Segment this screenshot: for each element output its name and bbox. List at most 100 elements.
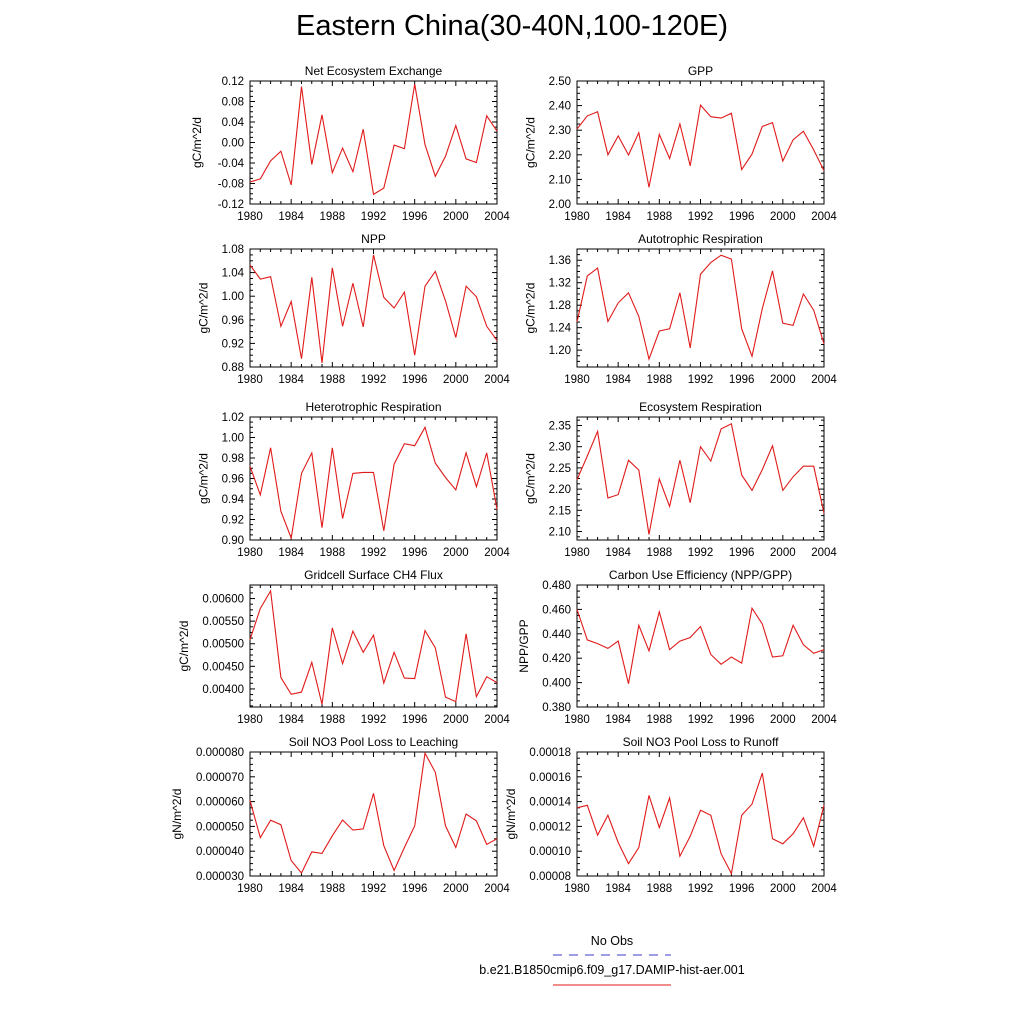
x-tick-label: 1996	[729, 714, 755, 726]
y-axis-label: gN/m^2/d	[504, 789, 518, 840]
y-axis-label: gC/m^2/d	[177, 621, 191, 672]
x-tick-label: 1984	[605, 374, 631, 386]
y-tick-label: 0.92	[222, 515, 244, 527]
x-tick-label: 1992	[688, 883, 714, 895]
y-tick-label: 1.32	[549, 278, 571, 290]
y-tick-label: 0.12	[222, 76, 244, 88]
x-tick-label: 1980	[564, 374, 590, 386]
y-tick-label: 2.20	[549, 150, 571, 162]
plot-frame	[249, 751, 498, 877]
y-tick-label: 1.08	[222, 244, 244, 256]
y-tick-label: 0.00550	[202, 616, 244, 628]
y-tick-label: 0.00018	[529, 747, 571, 759]
x-tick-label: 1980	[237, 211, 263, 223]
x-tick-label: 1992	[361, 714, 387, 726]
plot-frame	[576, 248, 825, 368]
y-tick-label: 0.90	[222, 535, 244, 547]
x-tick-label: 2004	[811, 374, 837, 386]
plot-frame	[249, 416, 498, 541]
series-line	[249, 751, 498, 875]
x-tick-label: 2004	[811, 547, 837, 559]
x-tick-label: 1984	[605, 211, 631, 223]
series-line	[249, 425, 498, 541]
y-tick-label: -0.08	[218, 179, 244, 191]
panel-title: Heterotrophic Respiration	[305, 400, 441, 414]
y-tick-label: 2.10	[549, 174, 571, 186]
y-tick-label: 2.35	[549, 420, 571, 432]
y-tick-label: 0.00008	[529, 871, 571, 883]
x-tick-label: 1988	[647, 547, 673, 559]
x-tick-label: 1988	[320, 883, 346, 895]
y-tick-label: 2.15	[549, 505, 571, 517]
x-tick-label: 2000	[443, 714, 469, 726]
y-axis-label: NPP/GPP	[517, 619, 531, 672]
y-tick-label: 0.00010	[529, 846, 571, 858]
x-tick-label: 2004	[484, 211, 510, 223]
x-tick-label: 1980	[564, 211, 590, 223]
x-tick-label: 1992	[688, 714, 714, 726]
x-tick-label: 1996	[402, 374, 428, 386]
x-tick-label: 1988	[647, 374, 673, 386]
y-tick-label: 0.000050	[196, 821, 244, 833]
x-tick-label: 1992	[361, 547, 387, 559]
y-tick-label: 0.480	[542, 580, 571, 592]
y-axis-label: gC/m^2/d	[190, 117, 204, 168]
y-tick-label: 0.440	[542, 629, 571, 641]
x-tick-label: 1992	[688, 547, 714, 559]
x-tick-label: 2004	[811, 883, 837, 895]
legend-label-no-obs: No Obs	[591, 934, 633, 948]
x-tick-label: 1996	[402, 714, 428, 726]
x-tick-label: 1996	[402, 883, 428, 895]
x-tick-label: 1988	[647, 211, 673, 223]
y-tick-label: 0.88	[222, 362, 244, 374]
y-tick-label: 1.20	[549, 345, 571, 357]
chart-panel: Net Ecosystem Exchange 1980 1984 1988 1992 19…	[190, 64, 510, 223]
x-tick-label: 1980	[237, 714, 263, 726]
chart-panel: Heterotrophic Respiration 1980 1984 1988 199…	[197, 400, 511, 559]
y-tick-label: 0.96	[222, 315, 244, 327]
x-tick-label: 1980	[564, 883, 590, 895]
y-tick-label: 1.24	[549, 323, 572, 335]
chart-panel: Soil NO3 Pool Loss to Leaching 1980 1984 19…	[170, 735, 510, 895]
chart-panel: NPP 1980 1984 1988 1992 1996 2000 2004 0.88 0.92 0…	[197, 232, 511, 386]
x-tick-label: 1980	[237, 374, 263, 386]
plot-frame	[249, 248, 498, 368]
x-tick-label: 1980	[564, 547, 590, 559]
x-tick-label: 2000	[770, 714, 796, 726]
y-axis-label: gN/m^2/d	[170, 789, 184, 840]
x-tick-label: 2000	[443, 374, 469, 386]
x-tick-label: 1988	[320, 211, 346, 223]
chart-panel: Autotrophic Respiration 1980 1984 1988 1992 1…	[524, 232, 838, 386]
y-tick-label: 2.50	[549, 76, 571, 88]
y-tick-label: 0.000040	[196, 846, 244, 858]
x-tick-label: 1984	[605, 714, 631, 726]
y-tick-label: 0.00450	[202, 661, 244, 673]
x-tick-label: 1992	[688, 211, 714, 223]
y-tick-label: 0.000030	[196, 871, 244, 883]
y-tick-label: 2.20	[549, 484, 571, 496]
y-tick-label: 0.400	[542, 678, 571, 690]
x-tick-label: 1996	[729, 883, 755, 895]
panel-title: Gridcell Surface CH4 Flux	[304, 568, 443, 582]
x-tick-label: 2000	[770, 547, 796, 559]
plot-frame	[249, 584, 498, 708]
x-tick-label: 1984	[278, 714, 304, 726]
legend-label-model: b.e21.B1850cmip6.f09_g17.DAMIP-hist-aer.…	[479, 963, 744, 977]
plot-frame	[576, 584, 825, 708]
x-tick-label: 2004	[811, 211, 837, 223]
panel-title: Carbon Use Efficiency (NPP/GPP)	[609, 568, 792, 582]
panel-title: GPP	[688, 64, 713, 78]
x-tick-label: 1984	[278, 211, 304, 223]
x-tick-label: 1984	[605, 547, 631, 559]
panel-title: Soil NO3 Pool Loss to Runoff	[623, 735, 780, 749]
panel-title: Net Ecosystem Exchange	[305, 64, 443, 78]
x-tick-label: 1988	[320, 547, 346, 559]
x-tick-label: 1988	[320, 374, 346, 386]
x-tick-label: 1996	[402, 547, 428, 559]
plot-frame	[249, 80, 498, 205]
y-tick-label: 0.00012	[529, 821, 571, 833]
x-tick-label: 1996	[729, 547, 755, 559]
y-tick-label: 2.25	[549, 463, 571, 475]
